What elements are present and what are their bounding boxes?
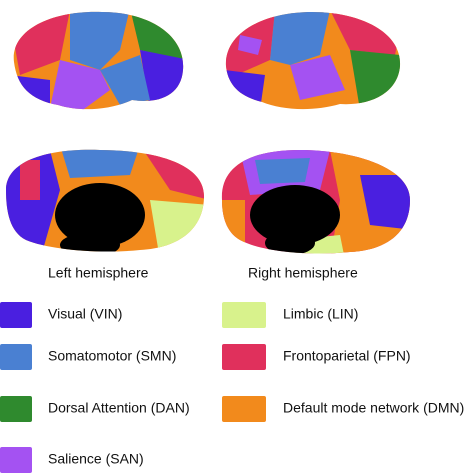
legend-swatch — [222, 396, 266, 422]
legend-label: Frontoparietal (FPN) — [283, 348, 411, 364]
hemisphere-label: Right hemisphere — [248, 265, 358, 281]
hemisphere-label: Left hemisphere — [48, 265, 149, 281]
legend-swatch — [222, 344, 266, 370]
right-medial-brain — [221, 150, 410, 254]
legend-label: Limbic (LIN) — [283, 306, 358, 322]
legend-swatch — [0, 396, 32, 422]
legend-swatch — [222, 302, 266, 328]
legend-label: Visual (VIN) — [48, 306, 122, 322]
legend-swatch — [0, 302, 32, 328]
left-lateral-brain — [13, 11, 184, 110]
legend-swatch — [0, 344, 32, 370]
legend-label: Dorsal Attention (DAN) — [48, 400, 190, 416]
legend-swatch — [0, 447, 32, 473]
legend-label: Default mode network (DMN) — [283, 400, 464, 416]
left-medial-brain — [6, 149, 204, 252]
right-lateral-brain — [225, 12, 401, 110]
legend-label: Salience (SAN) — [48, 451, 144, 467]
legend-label: Somatomotor (SMN) — [48, 348, 176, 364]
